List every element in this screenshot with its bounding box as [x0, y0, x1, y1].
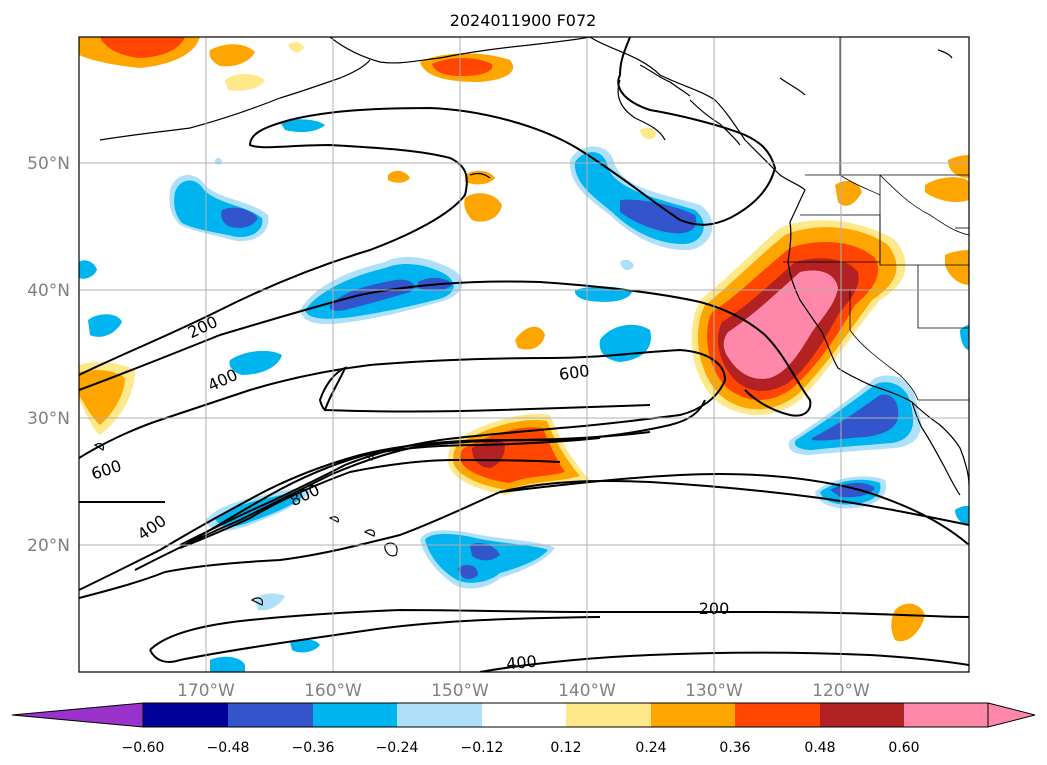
contour-label-200-south: 200 [699, 599, 730, 618]
contour-800-outer [134, 399, 706, 571]
latitude-axis: 20°N 30°N 40°N 50°N [27, 154, 70, 556]
contour-600-inner [318, 366, 651, 413]
colorbar-swatch-neg048 [228, 703, 313, 727]
colorbar-label: −0.12 [461, 740, 504, 756]
colorbar-label: −0.60 [122, 740, 165, 756]
colorbar-swatch-pos024 [651, 703, 735, 727]
lon-tick-120w: 120°W [812, 681, 870, 701]
colorbar-label: 0.36 [719, 740, 750, 756]
height-contours [79, 37, 969, 672]
colorbar-over-triangle [987, 702, 1036, 728]
colorbar-label: 0.12 [550, 740, 581, 756]
colorbar-under-triangle [11, 702, 144, 728]
colorbar-label: 0.48 [804, 740, 835, 756]
lon-tick-150w: 150°W [431, 681, 489, 701]
lon-tick-130w: 130°W [685, 681, 743, 701]
contour-400-south [79, 431, 651, 591]
lon-tick-160w: 160°W [304, 681, 362, 701]
coastlines [93, 37, 969, 606]
colorbar-label: −0.24 [376, 740, 419, 756]
contour-200-north [79, 37, 777, 376]
map-title: 2024011900 F072 [450, 11, 597, 30]
colorbar-swatch-pos048 [820, 703, 904, 727]
colorbar-label: 0.24 [635, 740, 666, 756]
colorbar-outline [142, 702, 989, 728]
colorbar-swatch-neutral [482, 703, 566, 727]
colorbar-swatch-pos012 [566, 703, 651, 727]
contour-600-ring [79, 348, 727, 546]
colorbar-label: −0.48 [207, 740, 250, 756]
contour-800-inner [179, 437, 601, 549]
longitude-axis: 170°W 160°W 150°W 140°W 130°W 120°W [177, 681, 870, 701]
colorbar-swatch-pos060 [904, 703, 988, 727]
contour-400-bottom [149, 608, 969, 651]
colorbar-label: −0.36 [292, 740, 335, 756]
colorbar-label: 0.60 [888, 740, 919, 756]
contour-200-south [79, 480, 969, 599]
contour-400-north [79, 280, 812, 417]
colorbar-swatch-pos036 [735, 703, 820, 727]
lat-tick-40: 40°N [27, 281, 70, 301]
gridlines [79, 37, 969, 672]
contour-label-600: 600 [558, 361, 591, 384]
lon-tick-140w: 140°W [558, 681, 616, 701]
colorbar-swatch-neg060 [143, 703, 228, 727]
map-frame [78, 36, 970, 673]
colorbar-swatch-neg024 [397, 703, 482, 727]
lat-tick-20: 20°N [27, 536, 70, 556]
lat-tick-30: 30°N [27, 409, 70, 429]
contour-200-bottom [479, 651, 969, 672]
colorbar: −0.60 −0.48 −0.36 −0.24 −0.12 0.12 0.24 … [11, 702, 1036, 756]
map-content: 200 400 600 600 800 400 200 400 [79, 37, 969, 674]
colorbar-swatch-neg036 [313, 703, 397, 727]
lat-tick-50: 50°N [27, 154, 70, 174]
contour-label-400-bottom: 400 [505, 652, 537, 674]
lon-tick-170w: 170°W [177, 681, 235, 701]
political-borders [783, 37, 969, 401]
